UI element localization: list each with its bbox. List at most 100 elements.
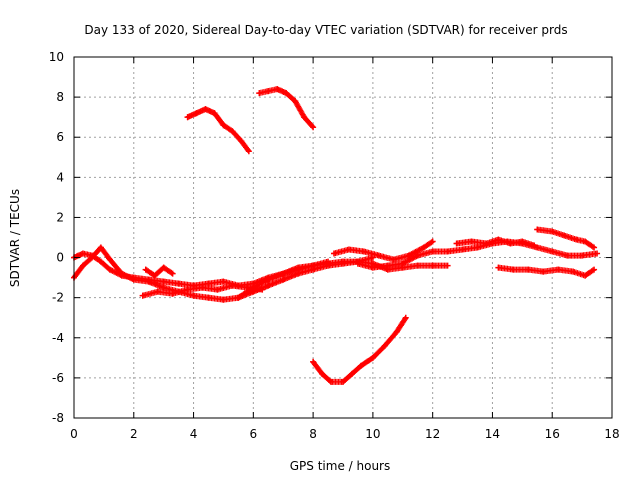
data-point <box>205 294 212 301</box>
series-arc-11 <box>453 236 538 249</box>
data-point <box>340 258 346 265</box>
data-point <box>130 274 137 281</box>
data-point <box>582 238 589 245</box>
data-point <box>235 294 242 301</box>
data-point <box>259 286 266 293</box>
x-tick-label: 6 <box>250 427 258 441</box>
data-point <box>229 128 236 135</box>
data-point <box>211 110 218 117</box>
data-point <box>429 262 436 269</box>
data-point <box>280 270 287 277</box>
data-point <box>594 250 601 257</box>
data-point <box>495 236 502 243</box>
data-point <box>381 342 388 349</box>
data-point <box>405 252 412 259</box>
data-point <box>345 246 352 253</box>
data-point <box>220 122 227 129</box>
data-point <box>202 106 209 113</box>
data-point <box>256 90 263 97</box>
data-point <box>265 88 272 95</box>
data-point <box>360 248 367 255</box>
data-point <box>79 250 86 257</box>
data-point <box>106 256 113 263</box>
data-point <box>220 278 227 285</box>
tick-labels: 0 2 4 6 8 10 12 14 16 18 -8 -6 -4 -2 0 2 4 6 8 10 <box>49 50 620 441</box>
data-point <box>555 266 562 273</box>
x-axis-label: GPS time / hours <box>290 459 391 473</box>
data-point <box>570 268 577 275</box>
data-point <box>160 278 167 285</box>
data-point <box>97 258 104 265</box>
y-tick-label: 8 <box>56 90 64 104</box>
data-point <box>154 288 161 295</box>
x-tick-label: 10 <box>365 427 380 441</box>
series-arc-10 <box>354 238 601 271</box>
data-point <box>420 244 427 251</box>
y-tick-label: 0 <box>56 251 64 265</box>
series-arc-4 <box>142 264 176 279</box>
data-point <box>495 264 502 271</box>
data-point <box>525 266 532 273</box>
data-point <box>160 264 167 271</box>
data-point <box>591 244 598 251</box>
data-point <box>444 262 451 269</box>
data-point <box>79 262 86 269</box>
series-arc-9 <box>331 238 436 263</box>
data-point <box>414 262 421 269</box>
data-point <box>579 252 586 259</box>
series-arc-7 <box>310 314 409 385</box>
data-point <box>348 370 355 377</box>
data-point <box>414 252 421 259</box>
data-point <box>328 378 335 385</box>
y-tick-label: -4 <box>52 331 64 345</box>
data-point <box>139 292 146 299</box>
data-point <box>193 110 200 117</box>
data-point <box>340 378 346 385</box>
data-point <box>468 238 475 245</box>
data-point <box>310 358 317 365</box>
x-tick-label: 18 <box>604 427 619 441</box>
y-tick-label: -2 <box>52 291 64 305</box>
data-point <box>561 232 568 239</box>
series-arc-13 <box>534 226 598 251</box>
series-arc-12 <box>495 264 598 279</box>
data-point <box>369 354 376 361</box>
data-point <box>142 266 149 273</box>
x-tick-label: 12 <box>425 427 440 441</box>
data-point <box>245 148 252 155</box>
data-point <box>459 246 466 253</box>
data-point <box>265 276 272 283</box>
data-point <box>118 272 125 279</box>
data-point <box>331 250 338 257</box>
data-point <box>325 260 332 267</box>
x-tick-label: 14 <box>485 427 500 441</box>
data-point <box>540 268 547 275</box>
data-point <box>184 286 191 293</box>
y-tick-label: -6 <box>52 371 64 385</box>
data-point <box>357 362 364 369</box>
data-point <box>453 240 460 247</box>
plot-frame <box>73 56 613 419</box>
series-arc-3 <box>139 282 266 299</box>
data-point <box>310 124 317 131</box>
data-point <box>295 266 302 273</box>
data-point <box>265 282 272 289</box>
data-point <box>274 86 281 93</box>
data-point <box>582 272 589 279</box>
data-point <box>97 244 104 251</box>
data-point <box>169 270 176 277</box>
data-point <box>283 90 290 97</box>
chart-title: Day 133 of 2020, Sidereal Day-to-day VTE… <box>84 23 567 37</box>
y-tick-label: 4 <box>56 170 64 184</box>
data-point <box>429 238 436 245</box>
y-axis-label: SDTVAR / TECUs <box>8 189 22 287</box>
data-point <box>519 238 526 245</box>
data-point <box>573 236 580 243</box>
data-point <box>510 266 517 273</box>
data-point <box>534 226 541 233</box>
data-point <box>250 284 257 291</box>
data-point <box>199 284 206 291</box>
data-point <box>280 276 287 283</box>
